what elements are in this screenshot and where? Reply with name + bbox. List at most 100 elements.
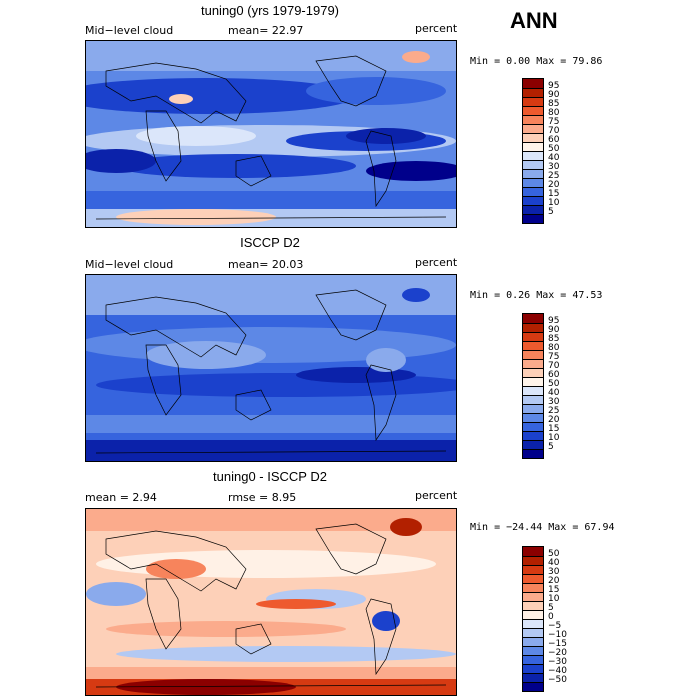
colorbar-tick-label: 25 [548, 406, 560, 416]
colorbar-tick-label: 40 [548, 388, 560, 398]
colorbar-cell [523, 205, 543, 214]
colorbar-tick-label: 15 [548, 424, 560, 434]
mean-label: mean= 22.97 [228, 24, 304, 37]
colorbar-cell [523, 655, 543, 664]
colorbar-cell [523, 151, 543, 160]
colorbar-cell [523, 601, 543, 610]
colorbar-tick-label: 20 [548, 576, 560, 586]
colorbar-cell [523, 323, 543, 332]
colorbar-obs [522, 313, 544, 459]
mean-label: mean= 20.03 [228, 258, 304, 271]
colorbar-cell [523, 682, 543, 691]
colorbar-cell [523, 377, 543, 386]
colorbar-tick-label: 60 [548, 135, 560, 145]
colorbar-tick-label: 15 [548, 189, 560, 199]
colorbar-tick-label: 95 [548, 81, 560, 91]
colorbar-cell [523, 115, 543, 124]
colorbar-cell [523, 637, 543, 646]
panel-title: tuning0 (yrs 1979-1979) [200, 3, 340, 18]
colorbar-cell [523, 413, 543, 422]
colorbar-cell [523, 404, 543, 413]
colorbar-tick-label: 0 [548, 612, 554, 622]
mean-label: mean = 2.94 [85, 491, 157, 504]
colorbar-cell [523, 332, 543, 341]
colorbar-tick-label: 70 [548, 126, 560, 136]
colorbar-cell [523, 574, 543, 583]
colorbar-cell [523, 440, 543, 449]
colorbar-cell [523, 187, 543, 196]
colorbar-tick-label: 30 [548, 397, 560, 407]
colorbar-cell [523, 368, 543, 377]
colorbar-tick-label: −30 [548, 657, 567, 667]
colorbar-cell [523, 422, 543, 431]
units-label: percent [415, 22, 458, 35]
colorbar-cell [523, 628, 543, 637]
colorbar-tick-label: 75 [548, 117, 560, 127]
colorbar-cell [523, 350, 543, 359]
colorbar-tick-label: 5 [548, 603, 554, 613]
units-label: percent [415, 489, 458, 502]
colorbar-tick-label: 15 [548, 585, 560, 595]
colorbar-cell [523, 556, 543, 565]
colorbar-tick-label: 5 [548, 442, 554, 452]
colorbar-tick-label: 30 [548, 567, 560, 577]
colorbar-cell [523, 314, 543, 323]
colorbar-cell [523, 142, 543, 151]
colorbar-tick-label: 50 [548, 144, 560, 154]
colorbar-tick-label: 80 [548, 343, 560, 353]
colorbar-tick-label: 5 [548, 207, 554, 217]
colorbar-cell [523, 610, 543, 619]
colorbar-tick-label: 40 [548, 558, 560, 568]
colorbar-cell [523, 431, 543, 440]
colorbar-cell [523, 386, 543, 395]
colorbar-cell [523, 124, 543, 133]
colorbar-cell [523, 359, 543, 368]
rmse-label: rmse = 8.95 [228, 491, 297, 504]
colorbar-tick-label: 90 [548, 325, 560, 335]
colorbar-cell [523, 341, 543, 350]
panel-title: ISCCP D2 [240, 235, 300, 250]
panel-title: tuning0 - ISCCP D2 [213, 469, 327, 484]
colorbar-tick-label: 85 [548, 99, 560, 109]
colorbar-cell [523, 664, 543, 673]
colorbar-tick-label: 10 [548, 198, 560, 208]
colorbar-tick-label: −50 [548, 675, 567, 685]
colorbar-cell [523, 97, 543, 106]
colorbar-tick-label: −40 [548, 666, 567, 676]
colorbar-tick-label: −5 [548, 621, 562, 631]
colorbar-tick-label: 25 [548, 171, 560, 181]
colorbar-tick-label: 95 [548, 316, 560, 326]
colorbar-tick-label: 20 [548, 415, 560, 425]
colorbar-cell [523, 583, 543, 592]
variable-label: Mid−level cloud [85, 258, 174, 271]
map-model-cloud [85, 40, 457, 228]
map-difference [85, 508, 457, 696]
colorbar-tick-label: 40 [548, 153, 560, 163]
colorbar-cell [523, 79, 543, 88]
units-label: percent [415, 256, 458, 269]
colorbar-tick-label: 50 [548, 549, 560, 559]
min-max-stats: Min = 0.26 Max = 47.53 [470, 290, 603, 301]
colorbar-tick-label: 90 [548, 90, 560, 100]
colorbar-cell [523, 395, 543, 404]
colorbar-tick-label: 10 [548, 594, 560, 604]
colorbar-tick-label: 30 [548, 162, 560, 172]
colorbar-cell [523, 178, 543, 187]
colorbar-tick-label: 10 [548, 433, 560, 443]
colorbar-cell [523, 646, 543, 655]
colorbar-cell [523, 160, 543, 169]
colorbar-cell [523, 169, 543, 178]
colorbar-cell [523, 592, 543, 601]
colorbar-tick-label: −20 [548, 648, 567, 658]
colorbar-difference [522, 546, 544, 692]
colorbar-cell [523, 106, 543, 115]
colorbar-tick-label: 20 [548, 180, 560, 190]
season-label: ANN [510, 8, 558, 33]
colorbar-cell [523, 565, 543, 574]
min-max-stats: Min = −24.44 Max = 67.94 [470, 522, 615, 533]
min-max-stats: Min = 0.00 Max = 79.86 [470, 56, 603, 67]
colorbar-tick-label: 80 [548, 108, 560, 118]
colorbar-model [522, 78, 544, 224]
colorbar-tick-label: 60 [548, 370, 560, 380]
colorbar-tick-label: 50 [548, 379, 560, 389]
